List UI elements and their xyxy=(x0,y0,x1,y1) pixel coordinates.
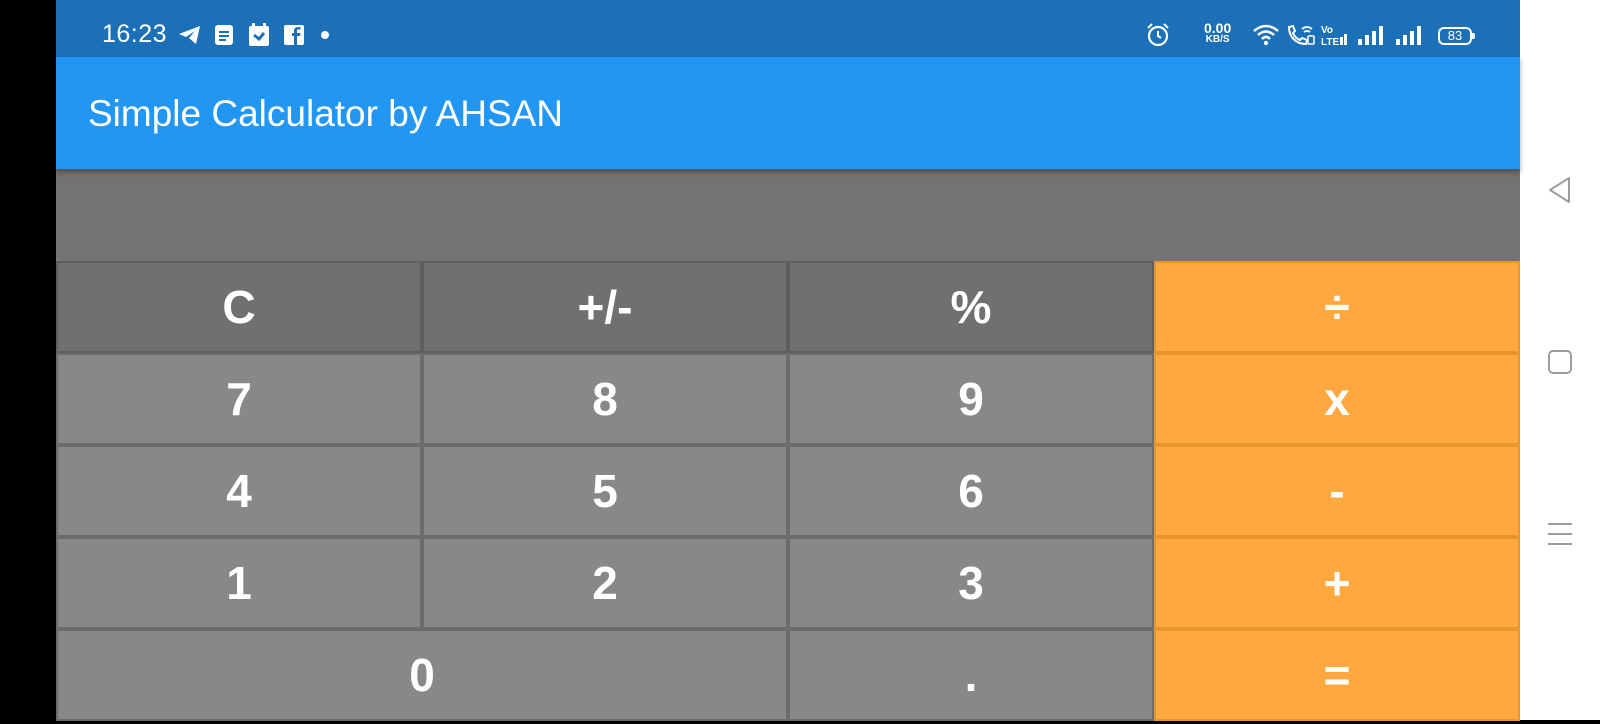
battery-indicator: 83 xyxy=(1438,27,1475,45)
app-title: Simple Calculator by AHSAN xyxy=(88,93,564,134)
key-2-button[interactable]: 2 xyxy=(422,537,788,629)
app-bar: Simple Calculator by AHSAN xyxy=(56,57,1520,169)
key-plus-minus-button[interactable]: +/- xyxy=(422,261,788,353)
menu-button[interactable] xyxy=(1538,512,1582,556)
calendar-icon xyxy=(248,22,270,48)
telegram-icon xyxy=(178,22,202,48)
home-button[interactable] xyxy=(1538,340,1582,384)
signal-icon xyxy=(1356,22,1386,48)
svg-text:Vo: Vo xyxy=(1321,25,1333,36)
key-4-button[interactable]: 4 xyxy=(56,445,422,537)
key-equals-button[interactable]: = xyxy=(1154,629,1520,721)
key-divide-button[interactable]: ÷ xyxy=(1154,261,1520,353)
keypad: C +/-% ÷ 7 8 9 x 4 5 6- 1 2 3 +0. = xyxy=(56,261,1520,724)
key-plus-button[interactable]: + xyxy=(1154,537,1520,629)
key-6-button[interactable]: 6 xyxy=(788,445,1154,537)
key-multiply-button[interactable]: x xyxy=(1154,353,1520,445)
network-speed-value: 0.00 xyxy=(1204,20,1232,36)
status-bar: 16:23 0.00 KB/S Vo LTE xyxy=(56,0,1520,57)
key-3-button[interactable]: 3 xyxy=(788,537,1154,629)
key-0-button[interactable]: 0 xyxy=(56,629,788,721)
facebook-icon xyxy=(284,22,304,48)
volte-icon: Vo LTE xyxy=(1320,22,1348,48)
key-clear-button[interactable]: C xyxy=(56,261,422,353)
key-7-button[interactable]: 7 xyxy=(56,353,422,445)
back-button[interactable] xyxy=(1538,168,1582,212)
key-1-button[interactable]: 1 xyxy=(56,537,422,629)
wifi-icon xyxy=(1252,22,1280,48)
menu-icon xyxy=(1548,523,1572,545)
network-speed: 0.00 KB/S xyxy=(1204,20,1232,46)
key-minus-button[interactable]: - xyxy=(1154,445,1520,537)
key-5-button[interactable]: 5 xyxy=(422,445,788,537)
home-icon xyxy=(1548,350,1572,374)
signal-icon xyxy=(1394,22,1424,48)
docs-icon xyxy=(214,22,234,48)
navigation-bar xyxy=(1520,0,1600,720)
network-speed-unit: KB/S xyxy=(1205,34,1230,45)
svg-text:LTE: LTE xyxy=(1321,37,1339,47)
alarm-icon xyxy=(1146,22,1170,48)
wifi-calling-icon xyxy=(1286,22,1316,48)
calculator-display xyxy=(56,169,1520,261)
more-dot-icon xyxy=(320,22,330,48)
key-decimal-button[interactable]: . xyxy=(788,629,1154,721)
status-time: 16:23 xyxy=(102,20,168,48)
back-icon xyxy=(1549,177,1570,203)
key-percent-button[interactable]: % xyxy=(788,261,1154,353)
key-9-button[interactable]: 9 xyxy=(788,353,1154,445)
key-8-button[interactable]: 8 xyxy=(422,353,788,445)
